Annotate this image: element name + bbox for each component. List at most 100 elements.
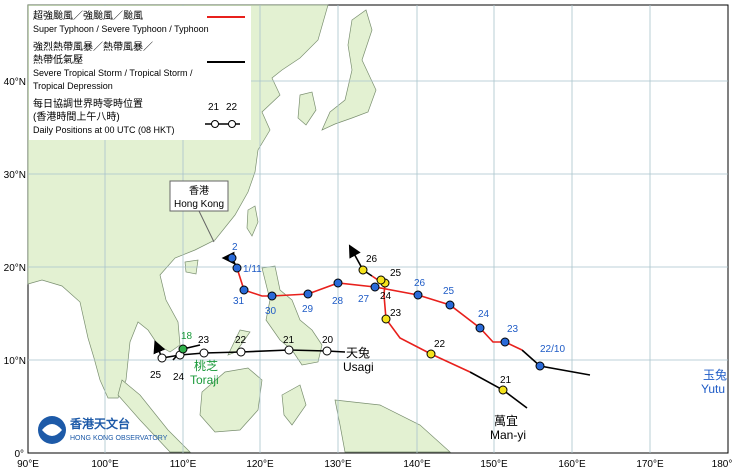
hk-label: Hong Kong xyxy=(174,199,224,210)
hk-box xyxy=(169,180,229,212)
pos-yutu xyxy=(500,337,510,347)
pos-manyi xyxy=(498,385,508,395)
storm-name: Usagi xyxy=(343,360,374,374)
pos-yutu xyxy=(535,361,545,371)
x-label: 110°E xyxy=(170,459,197,470)
x-label: 170°E xyxy=(636,459,664,470)
storm-name: Toraji xyxy=(190,373,219,387)
date-label: 23 xyxy=(390,308,402,319)
legend-text: (香港時間上午八時) xyxy=(33,110,120,123)
x-label: 180° xyxy=(712,459,733,470)
pos-usagi xyxy=(199,348,209,358)
storm-name: 天兔 xyxy=(346,345,370,360)
date-label: 21 xyxy=(283,335,295,346)
date-label: 26 xyxy=(414,278,426,289)
pos-manyi xyxy=(358,265,368,275)
date-label: 24 xyxy=(173,372,185,383)
logo-mark xyxy=(42,424,62,436)
pos-yutu xyxy=(413,290,423,300)
date-label: 31 xyxy=(233,296,245,307)
date-label: 24 xyxy=(478,309,490,320)
axis-labels: 90°E 100°E 110°E 120°E 130°E 140°E 150°E… xyxy=(4,77,733,470)
pos-usagi xyxy=(236,347,246,357)
date-label: 1/11 xyxy=(243,264,262,275)
storm-name: 玉兔 xyxy=(703,367,727,382)
y-label: 20°N xyxy=(4,263,26,274)
hk-label: 香港 xyxy=(189,185,209,197)
x-label: 100°E xyxy=(91,459,119,470)
storm-name: 萬宜 xyxy=(494,413,518,428)
legend-text: 超強颱風／強颱風／颱風 xyxy=(33,9,143,22)
pos-yutu xyxy=(227,253,237,263)
pos-yutu xyxy=(267,291,277,301)
pos-usagi xyxy=(284,345,294,355)
pos-toraji xyxy=(178,344,188,354)
logo-text: 香港天文台 xyxy=(69,416,130,431)
legend-text: Severe Tropical Storm / Tropical Storm / xyxy=(33,68,193,78)
y-label: 10°N xyxy=(4,356,26,367)
hk-pointer xyxy=(198,210,215,243)
storm-name: Man-yi xyxy=(490,428,526,442)
date-label: 25 xyxy=(150,370,162,381)
legend-text: 熱帶低氣壓 xyxy=(33,53,83,66)
pos-usagi xyxy=(157,353,167,363)
date-label: 26 xyxy=(366,254,378,265)
date-label: 22 xyxy=(434,339,446,350)
legend-box xyxy=(29,6,251,140)
x-label: 90°E xyxy=(17,459,39,470)
date-label: 28 xyxy=(332,296,344,307)
storm-name: Yutu xyxy=(701,382,725,396)
legend-text: Tropical Depression xyxy=(33,81,113,91)
pos-manyi xyxy=(426,349,436,359)
date-label: 21 xyxy=(500,375,512,386)
legend-sample: 22 xyxy=(226,102,238,113)
legend-sample: 21 xyxy=(208,102,220,113)
date-label: 18 xyxy=(181,331,193,342)
y-label: 30°N xyxy=(4,170,26,181)
pos-yutu xyxy=(333,278,343,288)
storm-name: 桃芝 xyxy=(194,358,218,373)
pos-manyi xyxy=(381,314,391,324)
y-label: 40°N xyxy=(4,77,26,88)
legend-icon xyxy=(228,120,236,128)
date-label: 23 xyxy=(198,335,210,346)
logo-text: HONG KONG OBSERVATORY xyxy=(70,435,168,442)
legend-text: 強烈熱帶風暴／熱帶風暴／ xyxy=(33,40,153,53)
legend-icon xyxy=(211,120,219,128)
hong-kong: 香港 Hong Kong xyxy=(169,180,229,243)
pos-yutu xyxy=(303,289,313,299)
y-label: 0° xyxy=(14,449,24,460)
date-label: 22/10 xyxy=(540,344,565,355)
x-label: 130°E xyxy=(324,459,352,470)
logo: 香港天文台 HONG KONG OBSERVATORY xyxy=(38,416,168,444)
pos-yutu xyxy=(475,323,485,333)
x-label: 150°E xyxy=(480,459,508,470)
date-label: 25 xyxy=(443,286,455,297)
legend-text: Super Typhoon / Severe Typhoon / Typhoon xyxy=(33,24,209,34)
x-label: 120°E xyxy=(246,459,274,470)
date-label: 20 xyxy=(322,335,334,346)
date-label: 2 xyxy=(232,242,238,253)
x-label: 140°E xyxy=(403,459,431,470)
position-labels: 22/10 23 24 25 26 27 28 29 30 31 1/11 2 … xyxy=(150,242,565,386)
date-label: 22 xyxy=(235,335,247,346)
pos-yutu xyxy=(445,300,455,310)
pos-yutu xyxy=(239,285,249,295)
date-label: 29 xyxy=(302,304,314,315)
pos-usagi xyxy=(322,346,332,356)
pos-manyi xyxy=(376,275,386,285)
date-label: 25 xyxy=(390,268,402,279)
date-label: 23 xyxy=(507,324,519,335)
x-label: 160°E xyxy=(558,459,586,470)
date-label: 27 xyxy=(358,294,370,305)
pos-yutu xyxy=(370,282,380,292)
legend-text: Daily Positions at 00 UTC (08 HKT) xyxy=(33,125,175,135)
date-label: 30 xyxy=(265,306,277,317)
positions xyxy=(157,253,545,395)
pos-yutu xyxy=(232,263,242,273)
legend-text: 每日協調世界時零時位置 xyxy=(33,97,143,110)
legend: 超強颱風／強颱風／颱風 Super Typhoon / Severe Typho… xyxy=(29,6,251,140)
storm-names: 玉兔 Yutu 天兔 Usagi 桃芝 Toraji 萬宜 Man-yi xyxy=(190,345,727,442)
date-label: 24 xyxy=(380,291,392,302)
